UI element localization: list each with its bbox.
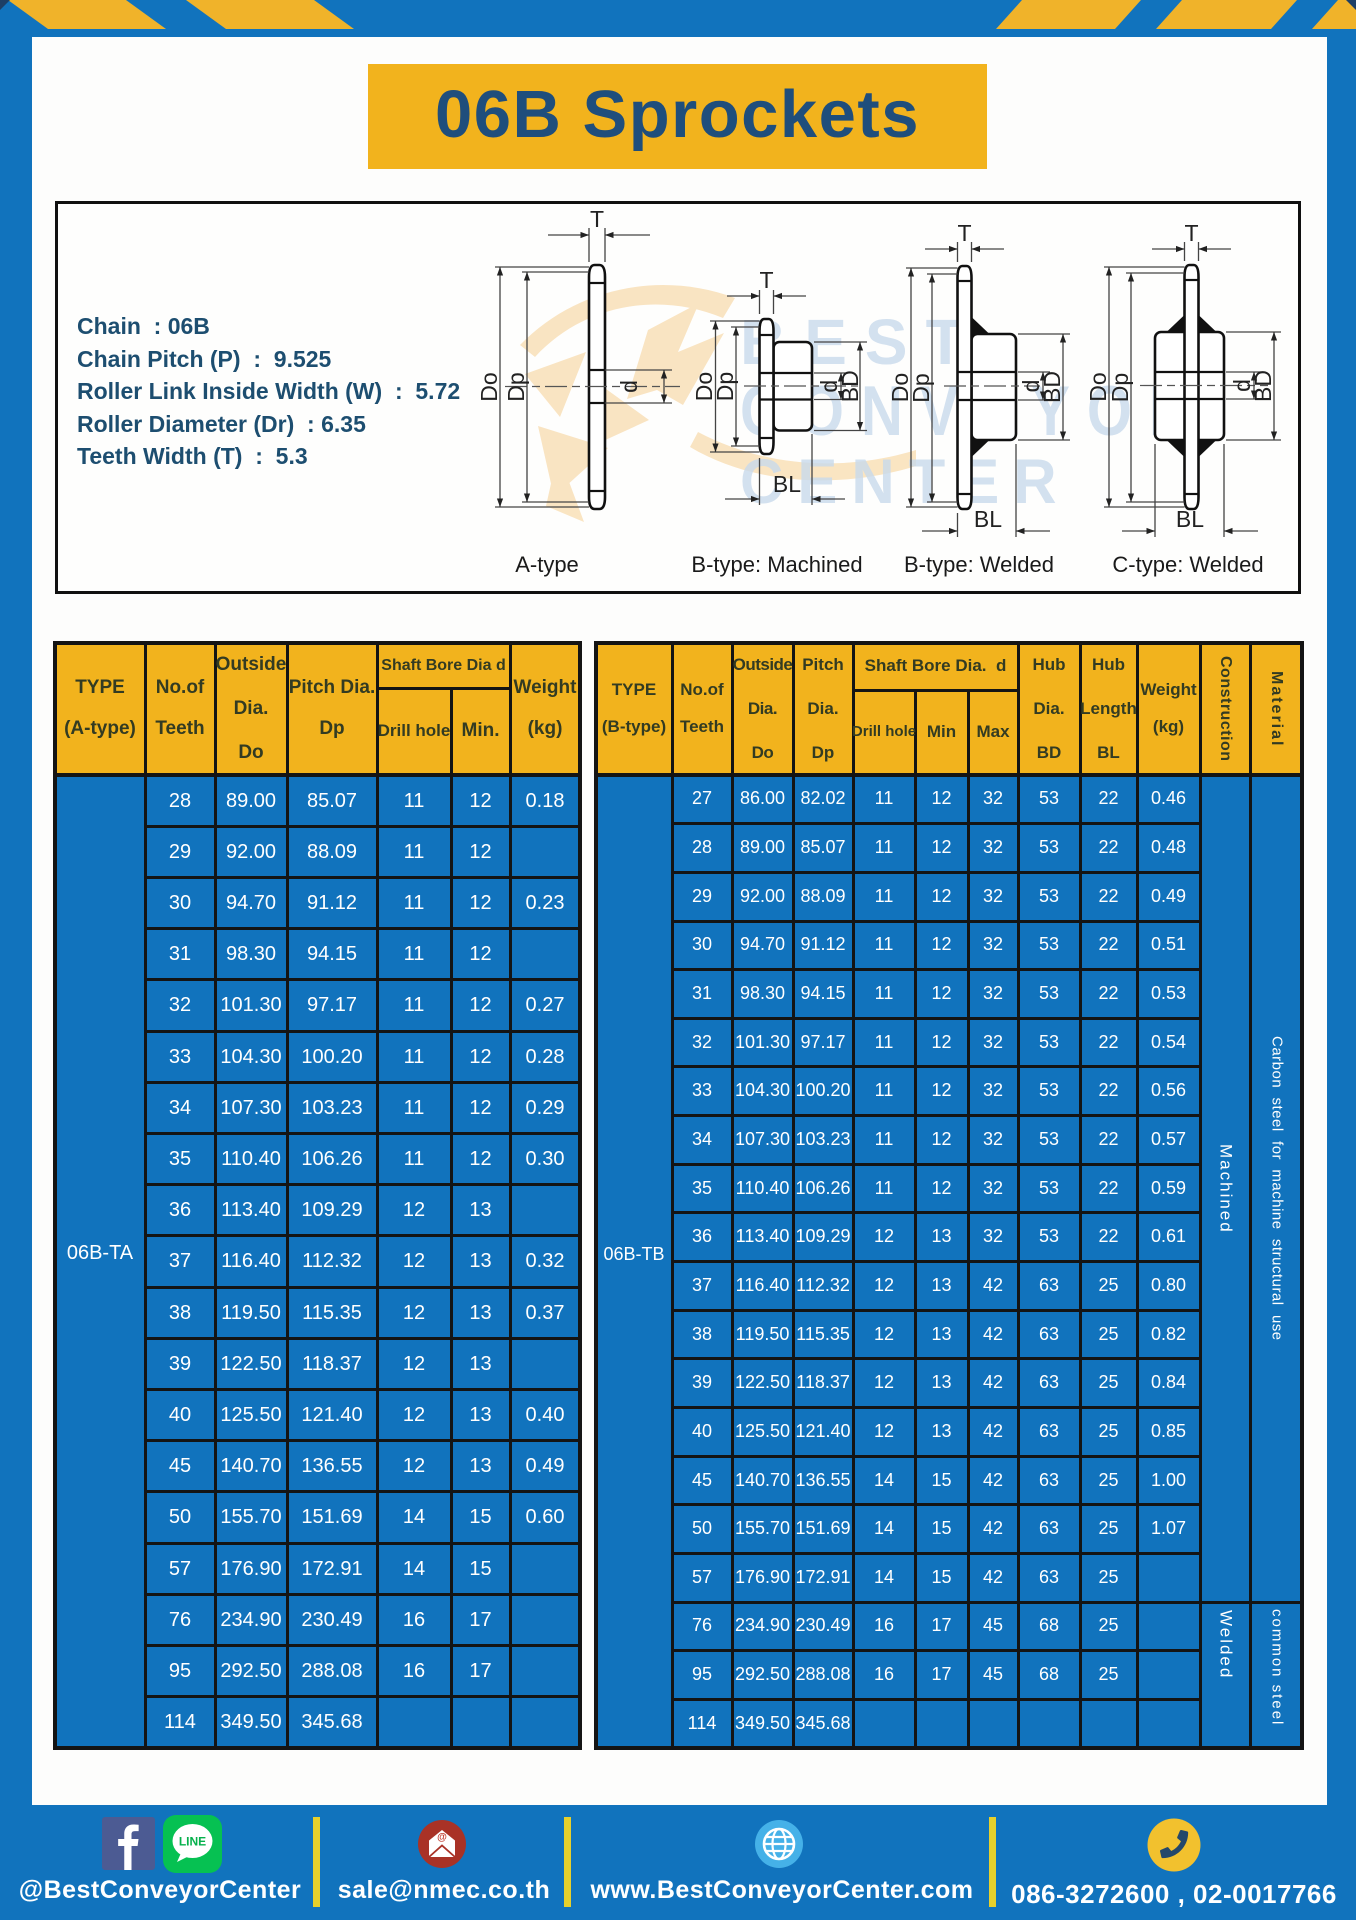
svg-text:T: T <box>759 267 773 293</box>
svg-text:BL: BL <box>1176 506 1204 532</box>
svg-text:BL: BL <box>974 506 1002 532</box>
svg-text:B-type: Machined: B-type: Machined <box>691 552 862 577</box>
svg-text:BD: BD <box>1039 371 1065 403</box>
svg-text:d: d <box>1229 379 1255 392</box>
svg-text:LINE: LINE <box>179 1835 206 1849</box>
svg-text:Dp: Dp <box>503 372 529 401</box>
svg-text:BD: BD <box>1250 370 1276 402</box>
svg-text:Do: Do <box>887 373 913 402</box>
svg-text:d: d <box>1018 380 1044 393</box>
svg-text:d: d <box>816 380 842 393</box>
svg-text:A-type: A-type <box>515 552 579 577</box>
svg-text:C-type: Welded: C-type: Welded <box>1112 552 1263 577</box>
svg-text:T: T <box>957 220 971 246</box>
svg-text:Dp: Dp <box>1107 373 1133 402</box>
svg-text:Do: Do <box>691 372 717 401</box>
svg-text:@: @ <box>437 1832 447 1843</box>
svg-text:T: T <box>1184 220 1198 246</box>
svg-text:B-type: Welded: B-type: Welded <box>904 552 1054 577</box>
svg-text:Do: Do <box>1085 372 1111 401</box>
svg-text:BD: BD <box>837 370 863 402</box>
svg-text:CENTER: CENTER <box>740 447 1071 518</box>
svg-text:Do: Do <box>476 372 502 401</box>
svg-text:d: d <box>616 380 642 393</box>
svg-text:Dp: Dp <box>712 372 738 401</box>
svg-text:T: T <box>590 206 604 232</box>
svg-text:Dp: Dp <box>908 373 934 402</box>
svg-text:BL: BL <box>773 471 801 497</box>
